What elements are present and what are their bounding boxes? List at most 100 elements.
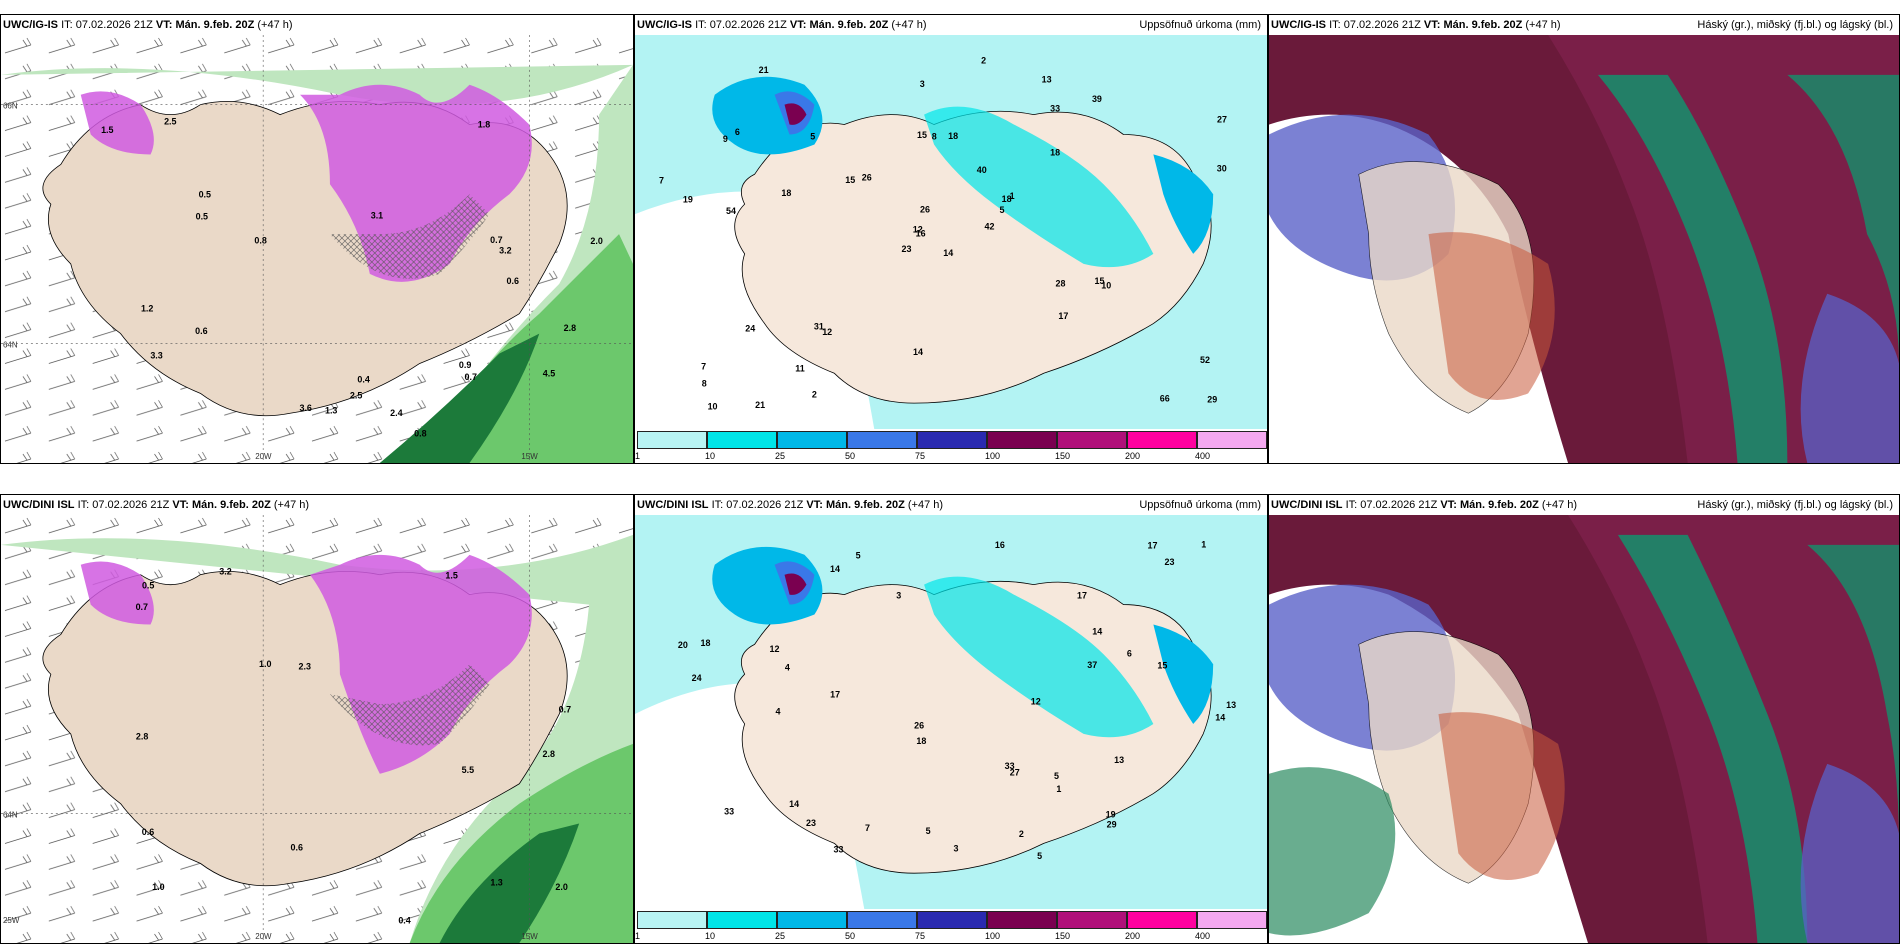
colorbar-swatch xyxy=(987,911,1057,929)
value-label: 2.0 xyxy=(590,236,602,246)
value-label: 54 xyxy=(726,206,736,216)
value-label: 0.6 xyxy=(290,843,302,853)
grid-label-64n: 64N xyxy=(3,341,18,350)
value-label: 6 xyxy=(735,127,740,137)
value-label: 13 xyxy=(1226,700,1236,710)
map-clouds[interactable] xyxy=(1269,515,1899,943)
value-label: 0.7 xyxy=(559,704,571,714)
colorbar-swatch xyxy=(777,911,847,929)
colorbar-swatch xyxy=(637,431,707,449)
value-label: 4 xyxy=(785,662,790,672)
grid-label-15w: 15W xyxy=(521,452,538,461)
value-label: 19 xyxy=(1106,809,1116,819)
panel-header: UWC/IG-IS IT: 07.02.2026 21Z VT: Mán. 9.… xyxy=(1269,15,1899,35)
map-clouds[interactable] xyxy=(1269,35,1899,463)
value-label: 18 xyxy=(916,736,926,746)
colorbar: 1 10 25 50 75 100 150 200 400 xyxy=(635,909,1267,943)
value-label: 0.9 xyxy=(459,360,471,370)
panel-igis-snow: UWC/IG-IS IT: 07.02.2026 21Z VT: Mán. 9.… xyxy=(0,14,634,464)
map-precip[interactable]: 5 14 14 12 6 2 14 17 18 23 33 20 26 33 37 17 24 23 13 15 19 2… xyxy=(635,515,1267,909)
value-label: 15 xyxy=(845,175,855,185)
grid-label-25w: 25W xyxy=(3,916,20,925)
colorbar-tick: 75 xyxy=(915,451,926,461)
value-label: 3.2 xyxy=(499,245,511,255)
colorbar-tick: 200 xyxy=(1125,931,1141,941)
map-precip[interactable]: 14 9 16 7 18 12 13 18 33 42 21 29 54 27 23 18 21 15 40 24 26… xyxy=(635,35,1267,429)
value-label: 15 xyxy=(917,130,927,140)
value-label: 12 xyxy=(822,327,832,337)
value-label: 15 xyxy=(1095,276,1105,286)
value-label: 3.6 xyxy=(299,403,311,413)
value-label: 0.8 xyxy=(414,429,426,439)
value-label: 5 xyxy=(1054,771,1059,781)
colorbar-swatch xyxy=(637,911,707,929)
value-label: 2.8 xyxy=(542,749,554,759)
colorbar-swatch xyxy=(1127,911,1197,929)
value-label: 6 xyxy=(1127,648,1132,658)
value-label: 24 xyxy=(692,673,702,683)
colorbar-tick: 100 xyxy=(985,451,1001,461)
panel-header: UWC/IG-IS IT: 07.02.2026 21Z VT: Mán. 9.… xyxy=(635,15,1267,35)
panel-dini-clouds: UWC/DINI ISL IT: 07.02.2026 21Z VT: Mán.… xyxy=(1268,494,1900,944)
value-label: 16 xyxy=(916,228,926,238)
value-label: 2.3 xyxy=(299,661,311,671)
value-label: 11 xyxy=(795,364,804,374)
value-label: 27 xyxy=(1010,767,1020,777)
colorbar-swatch xyxy=(917,431,987,449)
value-label: 5 xyxy=(999,205,1004,215)
value-label: 0.8 xyxy=(254,235,266,245)
colorbar-swatch xyxy=(707,911,777,929)
map-snowfall[interactable]: 20W 15W 66N 64N 3.6 0.4 3.1 1.5 2.0 3.3 2.5 1.2… xyxy=(1,35,633,463)
value-label: 14 xyxy=(943,248,953,258)
value-label: 2 xyxy=(1019,829,1024,839)
value-label: 33 xyxy=(1050,104,1060,114)
value-label: 17 xyxy=(1058,311,1068,321)
grid-label-15w: 15W xyxy=(521,932,538,941)
value-label: 0.4 xyxy=(398,916,410,926)
value-label: 12 xyxy=(913,225,923,235)
grid-label-66n: 66N xyxy=(3,102,18,111)
value-label: 37 xyxy=(1087,660,1097,670)
value-label: 17 xyxy=(830,689,840,699)
colorbar-swatch xyxy=(1197,431,1267,449)
value-label: 0.4 xyxy=(357,375,369,385)
value-label: 7 xyxy=(701,362,706,372)
snow-shading xyxy=(300,84,532,282)
colorbar-tick: 150 xyxy=(1055,451,1071,461)
map-snowfall[interactable]: 20W 15W 64N 25W 5.5 2.8 1.0 3.2 2.3 1.3 0.6 1.5… xyxy=(1,515,633,943)
colorbar-tick: 10 xyxy=(705,451,716,461)
value-label: 1 xyxy=(1056,784,1061,794)
value-label: 26 xyxy=(862,172,872,182)
value-label: 1.2 xyxy=(141,304,153,314)
colorbar-tick: 75 xyxy=(915,931,926,941)
value-label: 12 xyxy=(1031,697,1041,707)
value-label: 13 xyxy=(1114,755,1124,765)
value-label: 26 xyxy=(920,204,930,214)
value-label: 10 xyxy=(1101,281,1111,291)
colorbar-swatch xyxy=(707,431,777,449)
value-label: 3 xyxy=(953,843,958,853)
panel-title-right: Háský (gr.), miðský (fj.bl.) og lágský (… xyxy=(1697,499,1893,511)
colorbar-tick: 50 xyxy=(845,451,856,461)
value-label: 1 xyxy=(1201,539,1206,549)
panel-header: UWC/IG-IS IT: 07.02.2026 21Z VT: Mán. 9.… xyxy=(1,15,633,35)
value-label: 30 xyxy=(1217,163,1227,173)
colorbar-swatch xyxy=(917,911,987,929)
panel-title-right: Háský (gr.), miðský (fj.bl.) og lágský (… xyxy=(1697,19,1893,31)
panel-dini-precip: UWC/DINI ISL IT: 07.02.2026 21Z VT: Mán.… xyxy=(634,494,1268,944)
value-label: 21 xyxy=(759,65,769,75)
hatch-area xyxy=(329,194,490,279)
colorbar-swatch xyxy=(777,431,847,449)
value-label: 29 xyxy=(1107,819,1117,829)
value-label: 1.0 xyxy=(152,882,164,892)
value-label: 4 xyxy=(775,707,780,717)
panel-title-right: Uppsöfnuð úrkoma (mm) xyxy=(1139,19,1261,31)
value-label: 28 xyxy=(1055,279,1065,289)
value-label: 0.6 xyxy=(195,326,207,336)
colorbar-swatch xyxy=(1197,911,1267,929)
value-label: 33 xyxy=(833,844,843,854)
colorbar-tick: 1 xyxy=(635,451,641,461)
colorbar-swatch xyxy=(1057,431,1127,449)
panel-header: UWC/DINI ISL IT: 07.02.2026 21Z VT: Mán.… xyxy=(635,495,1267,515)
value-label: 23 xyxy=(902,244,912,254)
